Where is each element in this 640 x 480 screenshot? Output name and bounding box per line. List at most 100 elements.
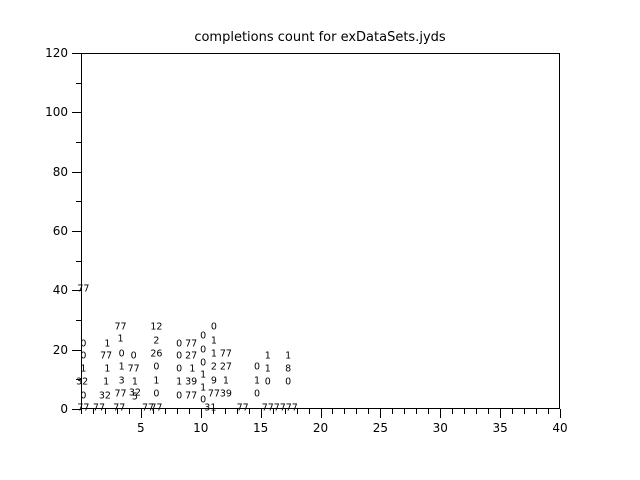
data-point-label: 1 xyxy=(285,349,292,361)
data-point-label: 1 xyxy=(222,375,229,387)
x-tick-minor xyxy=(116,409,118,414)
data-point-label: 0 xyxy=(153,388,160,400)
data-point-label: 0 xyxy=(210,321,217,333)
data-point-label: 77 xyxy=(77,283,90,295)
y-tick-major xyxy=(72,231,81,232)
data-point-label: 77 xyxy=(100,349,113,361)
y-tick-minor xyxy=(76,320,81,321)
data-point-label: 1 xyxy=(210,335,217,347)
plot-frame xyxy=(81,53,560,409)
data-point-label: 1 xyxy=(200,382,207,394)
data-point-label: 0 xyxy=(118,348,125,360)
data-point-label: 77 xyxy=(142,402,155,414)
y-tick-minor xyxy=(76,142,81,143)
data-point-label: 12 xyxy=(150,321,163,333)
y-tick-minor xyxy=(76,260,81,262)
y-tick-major xyxy=(72,409,81,410)
data-point-label: 0 xyxy=(80,337,87,349)
data-point-label: 0 xyxy=(176,389,183,401)
data-point-label: 2 xyxy=(210,361,217,373)
data-point-label: 77 xyxy=(236,402,249,414)
data-point-label: 1 xyxy=(103,376,110,388)
data-point-label: 0 xyxy=(285,376,292,388)
x-tick-minor xyxy=(224,409,226,414)
x-tick-minor xyxy=(308,409,310,414)
data-point-label: 3 xyxy=(118,375,125,387)
data-point-label: 1 xyxy=(210,348,217,360)
data-points-layer: 77 0 0 1 32 0 77 77 1 1 1 32 77 77 1 0 1 3 77 77 5 0 77 1 32 77 12… xyxy=(76,53,560,412)
data-point-label: 77 xyxy=(150,402,163,414)
x-tick-minor xyxy=(92,409,94,414)
x-axis: 5 10 15 20 25 30 35 40 xyxy=(0,409,640,480)
y-tick-major xyxy=(72,53,81,54)
data-point-label: 1 xyxy=(118,361,125,373)
data-point-label: 27 xyxy=(185,349,198,361)
data-point-label: 1 xyxy=(104,363,111,375)
x-tick-minor xyxy=(416,409,418,414)
data-point-label: 9 xyxy=(210,375,217,387)
data-point-label: 1 xyxy=(80,363,87,375)
x-tick-minor xyxy=(272,409,274,414)
x-tick-minor xyxy=(104,409,106,414)
y-tick-minor xyxy=(76,201,81,203)
data-point-label: 31 xyxy=(204,402,217,414)
x-tick-minor xyxy=(536,409,538,414)
data-point-label: 0 xyxy=(176,337,183,349)
x-tick-major xyxy=(200,409,202,418)
data-point-label: 77 xyxy=(92,402,105,414)
x-tick-minor xyxy=(476,409,478,414)
data-point-label: 77 xyxy=(114,388,127,400)
x-tick-minor xyxy=(296,409,298,414)
data-point-label: 39 xyxy=(185,376,198,388)
y-tick-label: 100 xyxy=(45,105,68,120)
data-point-label: 77 xyxy=(207,388,220,400)
data-point-label: 2 xyxy=(153,335,160,347)
x-tick-minor xyxy=(236,409,238,414)
data-point-label: 0 xyxy=(200,330,207,342)
x-tick-minor xyxy=(332,409,334,414)
data-point-label: 0 xyxy=(80,349,87,361)
data-point-label: 0 xyxy=(80,389,87,401)
data-point-label: 1 xyxy=(117,333,124,345)
x-tick-label: 35 xyxy=(492,421,508,435)
data-point-label: 32 xyxy=(98,389,111,401)
x-tick-label: 40 xyxy=(552,421,568,435)
x-tick-minor xyxy=(164,409,166,414)
x-tick-major xyxy=(260,409,262,418)
x-tick-minor xyxy=(152,409,154,414)
data-point-label: 0 xyxy=(200,357,207,369)
x-tick-minor xyxy=(356,409,358,414)
y-tick-label: 120 xyxy=(45,46,68,60)
x-tick-minor xyxy=(464,409,466,414)
y-tick-major xyxy=(72,171,81,173)
x-tick-major xyxy=(500,409,502,418)
data-point-label: 77 xyxy=(113,402,126,414)
data-point-label: 1 xyxy=(131,376,138,388)
x-tick-label: 25 xyxy=(372,421,389,435)
y-tick-label: 0 xyxy=(60,402,68,416)
x-tick-label: 10 xyxy=(193,421,209,435)
x-tick-major xyxy=(560,409,561,418)
x-tick-minor xyxy=(392,409,394,414)
data-point-label: 77 xyxy=(219,348,232,360)
data-point-label: 1 xyxy=(189,363,196,375)
data-point-label: 39 xyxy=(219,388,232,400)
y-tick-minor xyxy=(76,379,81,381)
x-tick-major xyxy=(320,409,322,418)
x-tick-major xyxy=(440,409,442,418)
x-tick-label: 20 xyxy=(312,421,329,435)
data-point-label: 1 xyxy=(176,376,183,388)
data-point-label: 0 xyxy=(176,363,183,375)
data-point-label: 77 xyxy=(185,337,198,349)
data-point-label: 27 xyxy=(219,361,232,373)
x-tick-minor xyxy=(452,409,454,414)
data-point-label: 1 xyxy=(254,375,261,387)
x-tick-minor xyxy=(188,409,190,414)
y-tick-major xyxy=(72,349,81,351)
x-tick-minor xyxy=(212,409,214,414)
x-tick-label: 15 xyxy=(252,421,269,435)
x-tick-major xyxy=(380,409,382,418)
data-point-label: 0 xyxy=(254,388,261,400)
y-tick-major xyxy=(72,112,81,114)
